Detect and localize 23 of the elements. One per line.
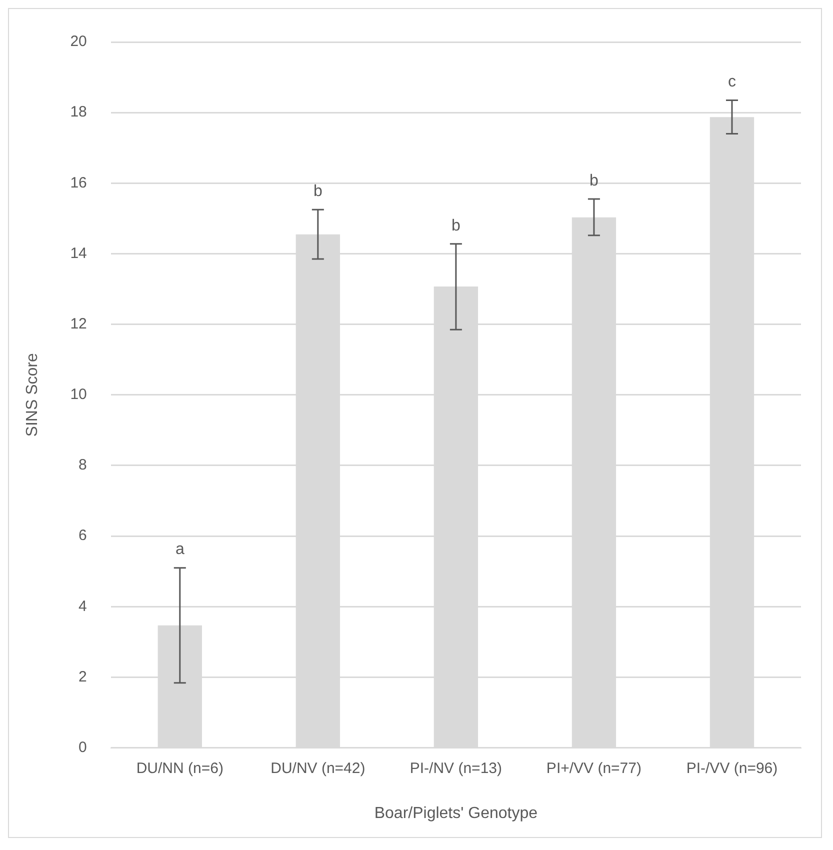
y-axis-title: SINS Score [24,353,42,437]
y-tick-label: 18 [70,104,87,121]
y-tick-label: 2 [78,668,87,686]
annotation: b [590,172,599,190]
y-tick-label: 14 [70,244,87,262]
y-tick-label: 4 [78,598,87,615]
y-tick-label: 10 [70,386,87,404]
annotation: b [451,217,460,234]
y-tick-label: 20 [70,33,87,50]
x-axis-title: Boar/Piglets' Genotype [374,804,538,822]
x-tick-label: PI-/NV (n=13) [410,760,502,777]
y-tick-label: 0 [78,738,87,756]
x-tick-label: PI+/VV (n=77) [546,760,642,777]
x-tick-label: DU/NV (n=42) [270,760,366,777]
y-tick-label: 12 [70,315,87,332]
annotation: c [728,74,736,91]
x-tick-label: DU/NN (n=6) [136,760,224,777]
annotation: a [175,541,184,558]
y-tick-label: 16 [70,174,87,192]
y-tick-label: 6 [78,527,87,544]
annotation: b [313,183,322,200]
y-tick-label: 8 [78,456,87,474]
x-tick-label: PI-/VV (n=96) [686,760,778,777]
